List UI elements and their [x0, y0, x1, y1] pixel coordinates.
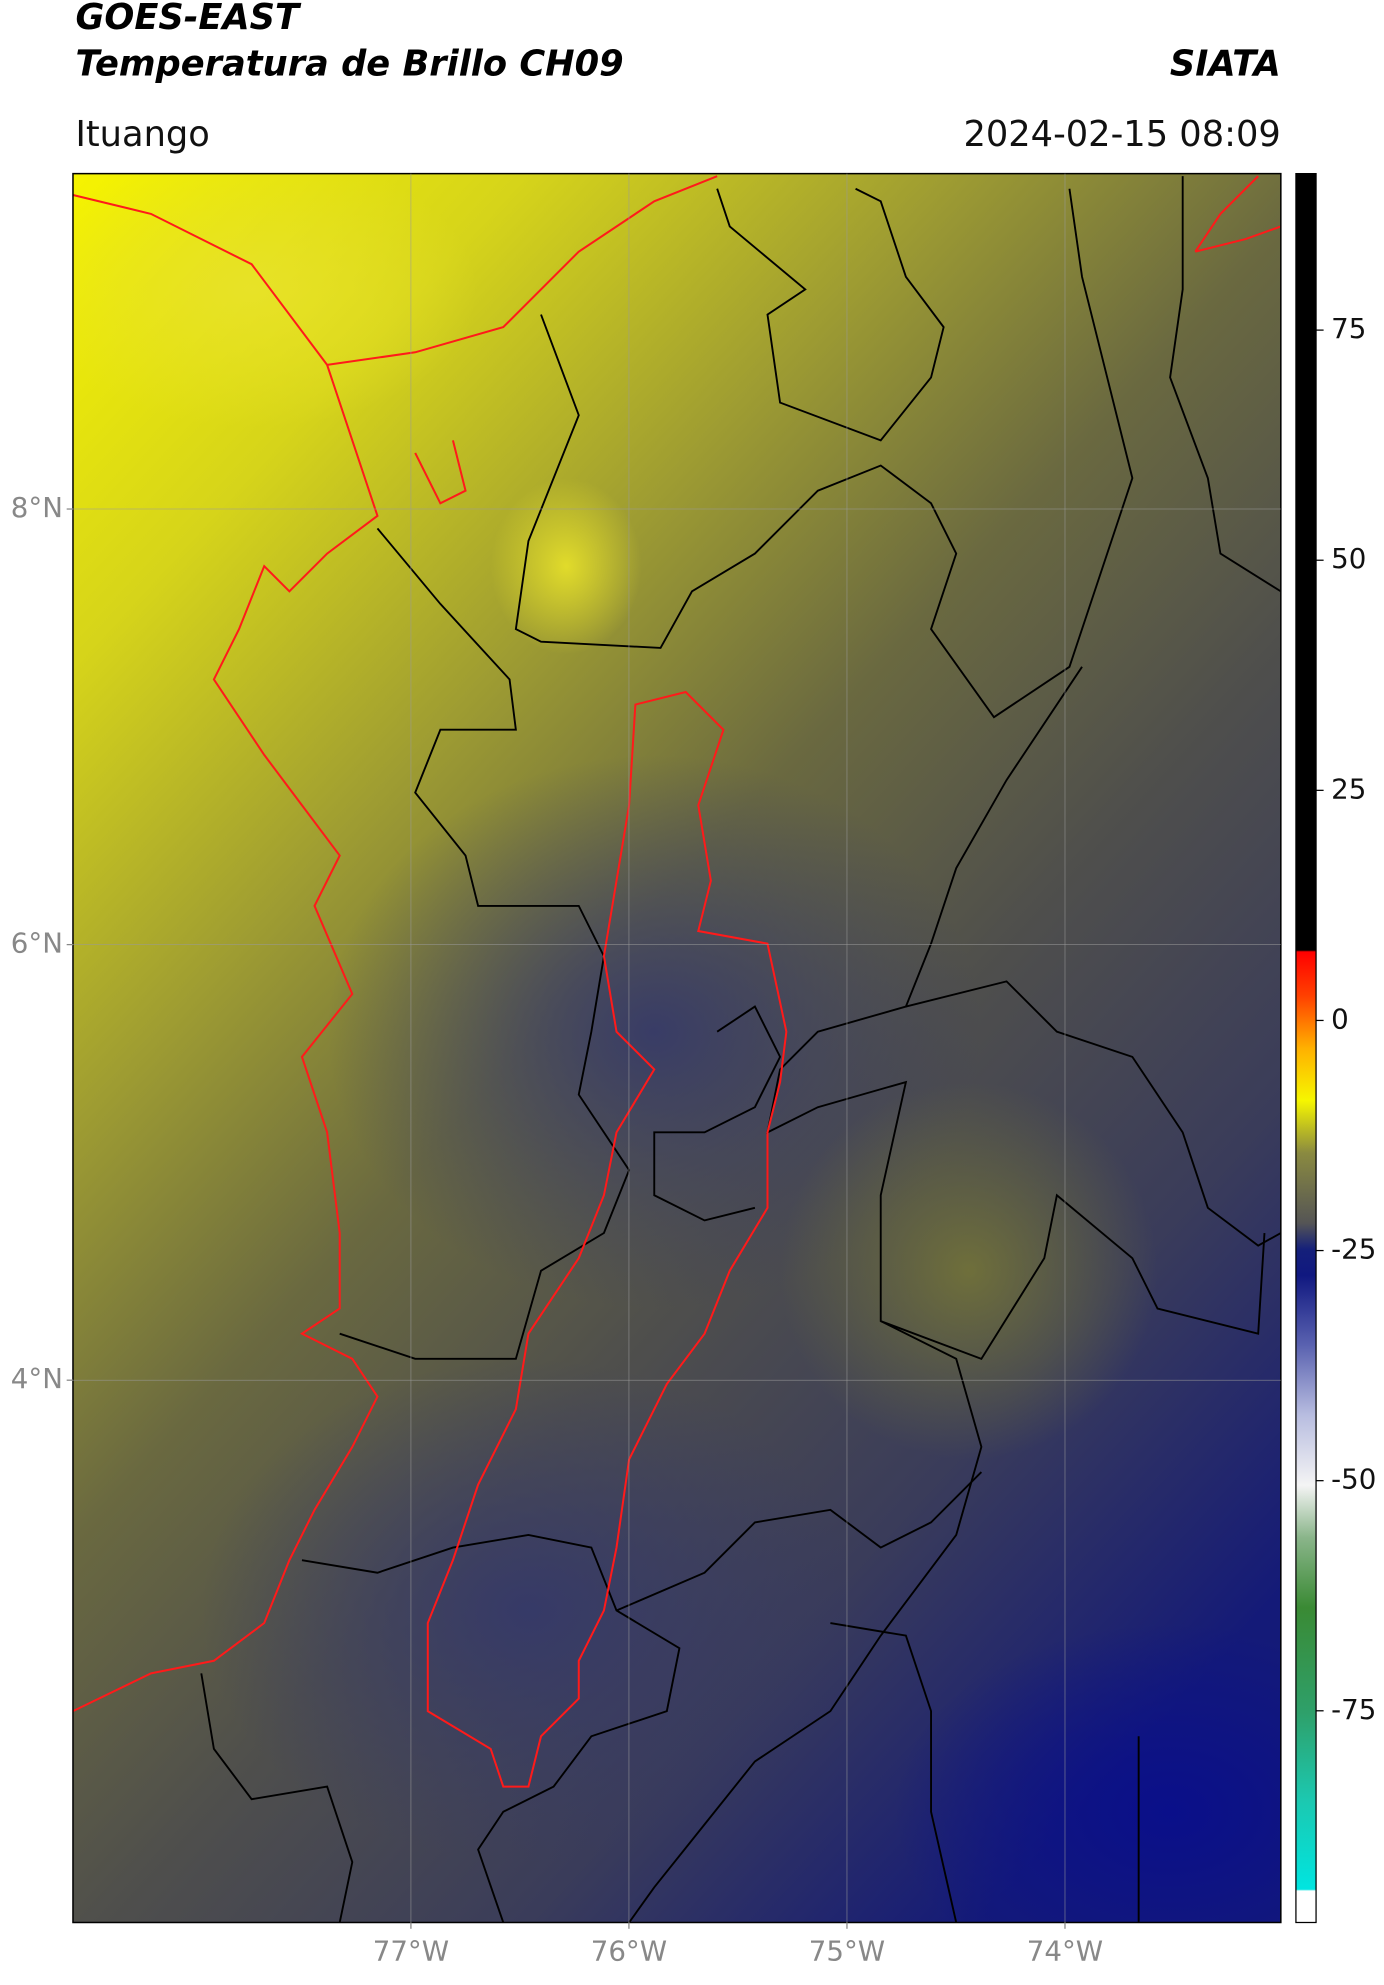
y-tick-label: 6°N [11, 927, 63, 960]
admin-borders [200, 176, 1281, 1923]
subtitle: Temperatura de Brillo CH09 [75, 43, 623, 84]
x-tick-label: 74°W [1027, 1935, 1103, 1968]
colorbar-tick-label: -25 [1331, 1233, 1376, 1266]
title: GOES-EAST [75, 0, 302, 38]
colorbar-tick-label: 0 [1331, 1002, 1349, 1035]
location: Ituango [75, 114, 209, 155]
colorbar-tick-label: -75 [1331, 1693, 1376, 1726]
x-tick-label: 76°W [591, 1935, 667, 1968]
colorbar-tick-label: 75 [1331, 312, 1366, 345]
colorbar-tick-label: 25 [1331, 772, 1366, 805]
datetime: 2024-02-15 08:09 [963, 114, 1280, 155]
y-tick-label: 4°N [11, 1362, 63, 1395]
colorbar-tick-label: 50 [1331, 542, 1366, 575]
brand: SIATA [1170, 43, 1281, 84]
map-frame [72, 172, 1282, 1924]
y-tick-label: 8°N [11, 491, 63, 524]
colorbar-tick-label: -50 [1331, 1463, 1376, 1496]
red-borders [72, 175, 1281, 1788]
x-tick-label: 77°W [373, 1935, 449, 1968]
x-tick-label: 75°W [809, 1935, 885, 1968]
colorbar [1295, 172, 1317, 1924]
map-image [72, 173, 1281, 1923]
